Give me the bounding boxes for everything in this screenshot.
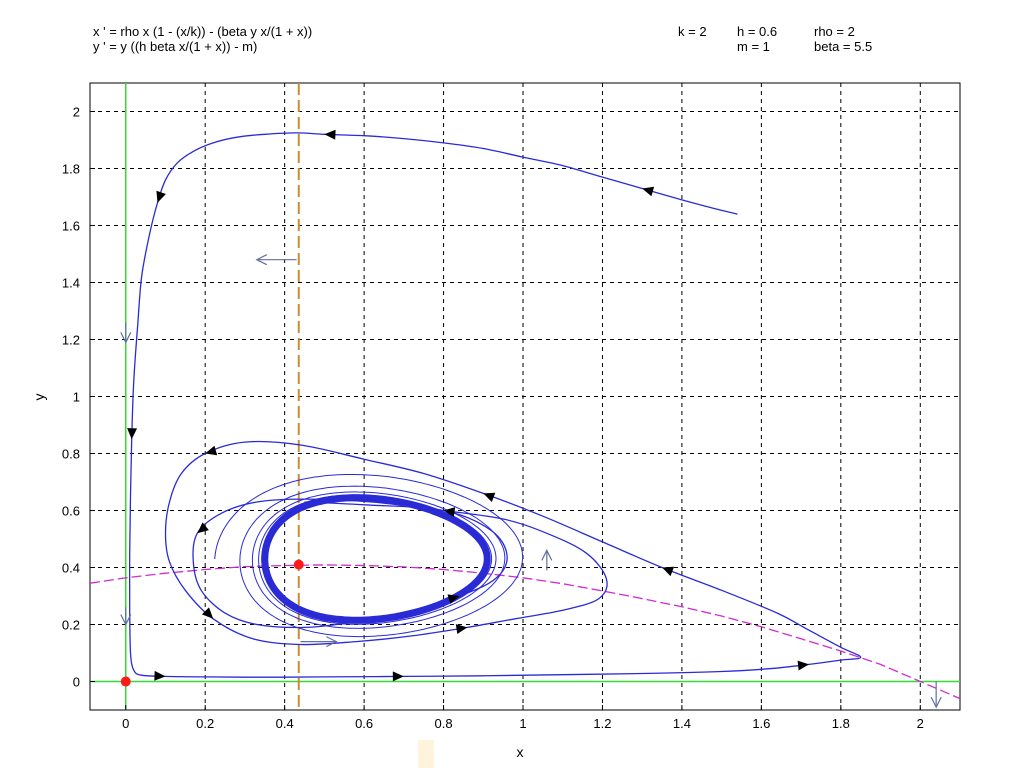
trajectory-arrowhead: [392, 671, 404, 682]
field-arrow-head: [120, 614, 132, 626]
trajectory-arrowhead: [197, 522, 209, 534]
x-tick-label: 0.6: [355, 716, 373, 731]
x-tick-label: 0.4: [276, 716, 294, 731]
x-tick-label: 2: [917, 716, 924, 731]
trajectory-arrowhead: [483, 492, 496, 502]
trajectory-curve: [128, 132, 862, 678]
x-tick-label: 1.2: [593, 716, 611, 731]
equilibrium-point[interactable]: [293, 559, 304, 570]
param-rho: rho = 2: [814, 24, 855, 39]
x-tick-label: 0: [122, 716, 129, 731]
trajectory-arrowhead: [201, 607, 214, 619]
trajectory-arrowhead: [324, 129, 336, 140]
y-tick-label: 0.2: [62, 618, 80, 633]
y-tick-label: 1.6: [62, 219, 80, 234]
limit-cycle: [261, 494, 491, 624]
plot-header: x ' = rho x (1 - (x/k)) - (beta y x/(1 +…: [0, 0, 1024, 80]
y-tick-label: 1: [73, 390, 80, 405]
x-tick-label: 1.4: [673, 716, 691, 731]
y-tick-label: 0.6: [62, 504, 80, 519]
field-arrow-head: [120, 332, 132, 344]
x-tick-label: 1.6: [752, 716, 770, 731]
cursor-highlight: [418, 740, 434, 768]
trajectory-arrowhead: [797, 660, 809, 671]
trajectory-arrowhead: [642, 186, 655, 197]
field-arrow-head: [255, 254, 268, 266]
field-arrow-head: [930, 696, 942, 709]
x-tick-label: 0.2: [196, 716, 214, 731]
equation-x-prime: x ' = rho x (1 - (x/k)) - (beta y x/(1 +…: [93, 24, 313, 39]
y-tick-label: 2: [73, 105, 80, 120]
y-tick-label: 0.8: [62, 447, 80, 462]
trajectory-arrowhead: [662, 566, 675, 577]
trajectory-arrowhead: [455, 624, 468, 634]
x-tick-label: 1.8: [832, 716, 850, 731]
param-h: h = 0.6: [737, 24, 778, 39]
y-tick-label: 0.4: [62, 561, 80, 576]
y-tick-label: 1.2: [62, 333, 80, 348]
trajectory-arrowhead: [205, 445, 218, 456]
y-tick-label: 1.4: [62, 276, 80, 291]
param-k: k = 2: [678, 24, 707, 39]
curved-nullcline: [90, 564, 960, 700]
y-tick-label: 0: [73, 675, 80, 690]
y-axis-label: y: [31, 394, 47, 401]
field-arrow-head: [541, 549, 553, 561]
field-arrow-head: [326, 636, 338, 648]
equilibrium-point[interactable]: [120, 676, 131, 687]
param-m: m = 1: [737, 39, 770, 54]
x-tick-label: 0.8: [435, 716, 453, 731]
x-axis-label: x: [517, 744, 524, 760]
equation-y-prime: y ' = y ((h beta x/(1 + x)) - m): [93, 39, 258, 54]
trajectory-arrowhead: [127, 428, 138, 440]
trajectory-arrowhead: [447, 594, 460, 604]
y-tick-label: 1.8: [62, 162, 80, 177]
trajectory-arrowhead: [443, 507, 456, 517]
trajectory-arrowhead: [156, 190, 166, 203]
param-beta: beta = 5.5: [814, 39, 873, 54]
trajectory-arrowhead: [154, 670, 166, 681]
x-tick-label: 1: [519, 716, 526, 731]
